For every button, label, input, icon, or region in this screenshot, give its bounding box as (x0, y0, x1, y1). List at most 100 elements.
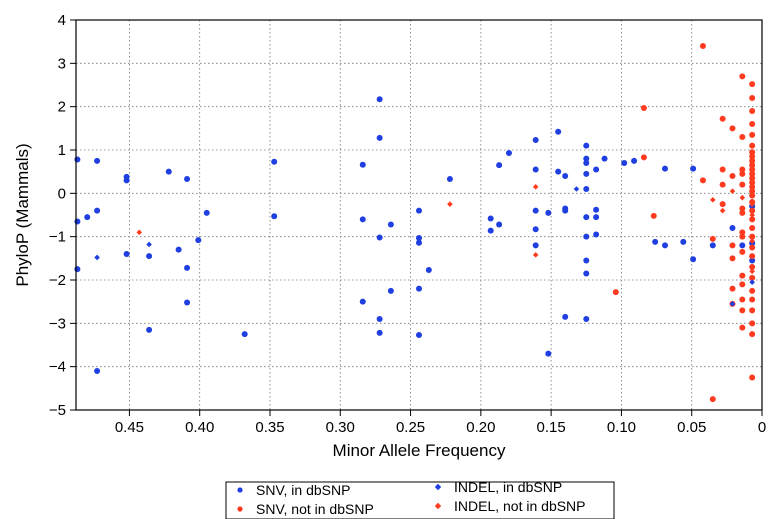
snv-not-in-dbsnp-point (749, 162, 756, 169)
snv-in-dbsnp-point (583, 233, 590, 240)
snv-in-dbsnp-point (359, 161, 366, 168)
snv-in-dbsnp-point (416, 239, 422, 246)
legend-label: INDEL, not in dbSNP (454, 498, 586, 514)
snv-in-dbsnp-point (505, 150, 512, 157)
snv-not-in-dbsnp-point (749, 188, 756, 195)
snv-not-in-dbsnp-point (739, 205, 746, 212)
snv-in-dbsnp-point (583, 142, 590, 149)
indel-not-in-dbsnp-point (749, 238, 755, 244)
snv-in-dbsnp-point (690, 256, 697, 263)
x-tick-label: 0.40 (185, 419, 214, 436)
snv-not-in-dbsnp-point (749, 374, 756, 381)
snv-in-dbsnp-point (709, 242, 716, 249)
snv-in-dbsnp-point (175, 246, 182, 253)
snv-not-in-dbsnp-point (719, 166, 726, 173)
snv-not-in-dbsnp-point (739, 181, 746, 188)
snv-in-dbsnp-point (662, 242, 669, 249)
snv-not-in-dbsnp-point (749, 183, 756, 190)
snv-not-in-dbsnp-point (719, 181, 726, 188)
x-tick-label: 0.20 (466, 419, 495, 436)
snv-in-dbsnp-point (532, 226, 539, 233)
snv-in-dbsnp-point (680, 238, 687, 245)
snv-in-dbsnp-point (74, 218, 81, 225)
y-tick-label: −1 (49, 229, 66, 246)
snv-not-in-dbsnp-point (729, 285, 736, 292)
snv-not-in-dbsnp-point (729, 173, 736, 179)
snv-in-dbsnp-point (749, 257, 756, 264)
snv-not-in-dbsnp-point (749, 108, 756, 114)
x-tick-label: 0.35 (255, 419, 284, 436)
snv-not-in-dbsnp-point (739, 233, 746, 240)
snv-in-dbsnp-point (621, 160, 628, 166)
indel-not-in-dbsnp-point (749, 268, 755, 275)
x-tick-label: 0.45 (115, 419, 144, 436)
snv-in-dbsnp-point (376, 96, 383, 103)
snv-not-in-dbsnp-point (749, 149, 756, 156)
snv-not-in-dbsnp-point (699, 43, 706, 49)
snv-not-in-dbsnp-point (749, 287, 756, 294)
snv-not-in-dbsnp-point (739, 307, 746, 314)
legend: SNV, in dbSNP SNV, not in dbSNP INDEL, in … (225, 479, 615, 519)
indel-not-in-dbsnp-point (719, 207, 726, 214)
snv-in-dbsnp-point (359, 216, 366, 223)
snv-in-dbsnp-point (387, 287, 394, 294)
snv-in-dbsnp-point (545, 350, 552, 357)
snv-in-dbsnp-point (123, 177, 130, 184)
snv-in-dbsnp-point (184, 264, 191, 271)
snv-not-in-dbsnp-point (749, 142, 756, 149)
snv-in-dbsnp-point (487, 227, 494, 234)
x-tick-label: 0.05 (677, 419, 706, 436)
y-tick-label: 4 (58, 12, 66, 29)
indel-not-in-dbsnp-point (532, 184, 539, 190)
indel-not-in-dbsnp-point (136, 229, 143, 236)
snv-in-dbsnp-point (601, 155, 608, 162)
snv-in-dbsnp-point (690, 165, 697, 172)
snv-in-dbsnp-point (583, 160, 590, 166)
snv-not-in-dbsnp-point (739, 134, 746, 140)
snv-not-in-dbsnp-point (749, 95, 756, 101)
y-axis-title: PhyloP (Mammals) (13, 143, 32, 286)
snv-in-dbsnp-point (583, 155, 590, 162)
snv-in-dbsnp-point (487, 215, 494, 222)
legend-label: SNV, not in dbSNP (256, 501, 374, 517)
snv-not-in-dbsnp-point (719, 201, 726, 208)
snv-in-dbsnp-point (593, 231, 600, 238)
snv-in-dbsnp-point (593, 206, 600, 213)
snv-not-in-dbsnp-point (749, 179, 756, 186)
snv-not-in-dbsnp-point (749, 225, 756, 231)
legend-label: INDEL, in dbSNP (454, 479, 562, 495)
snv-not-in-dbsnp-point (640, 104, 647, 111)
snv-in-dbsnp-point (376, 316, 383, 322)
x-tick-label: 0.15 (537, 419, 566, 436)
snv-not-in-dbsnp-point (640, 154, 647, 161)
indel-not-in-dbsnp-point (749, 212, 755, 218)
grid-lines (76, 20, 762, 410)
snv-not-in-dbsnp-point (749, 121, 756, 127)
snv-in-dbsnp-point (184, 299, 191, 306)
snv-not-in-dbsnp-point (709, 235, 716, 242)
snv-in-dbsnp-point (583, 270, 590, 277)
snv-not-in-dbsnp-point (699, 177, 706, 184)
snv-in-dbsnp-point (195, 237, 202, 244)
snv-in-dbsnp-point (74, 266, 81, 273)
snv-not-in-dbsnp-point (749, 264, 756, 270)
snv-not-in-dbsnp-point (749, 157, 756, 164)
snv-in-dbsnp-point (562, 173, 569, 179)
snv-in-dbsnp-point (84, 214, 91, 221)
snv-not-in-dbsnp-point (739, 229, 746, 236)
snv-in-dbsnp-point (532, 166, 539, 173)
indel-not-in-dbsnp-point (532, 252, 539, 258)
snv-in-dbsnp-point (652, 238, 659, 245)
snv-in-dbsnp-point (583, 316, 590, 322)
data-points (74, 43, 756, 403)
snv-not-in-dbsnp-point (749, 233, 756, 240)
y-tick-label: 0 (58, 185, 66, 202)
legend-box (225, 481, 615, 519)
indel-not-in-dbsnp-point (739, 194, 746, 201)
indel-not-in-dbsnp-point (729, 188, 736, 194)
snv-in-dbsnp-point (146, 253, 153, 260)
indel-in-dbsnp-point (94, 254, 100, 261)
snv-in-dbsnp-point (545, 209, 552, 216)
snv-in-dbsnp-point (94, 368, 101, 374)
